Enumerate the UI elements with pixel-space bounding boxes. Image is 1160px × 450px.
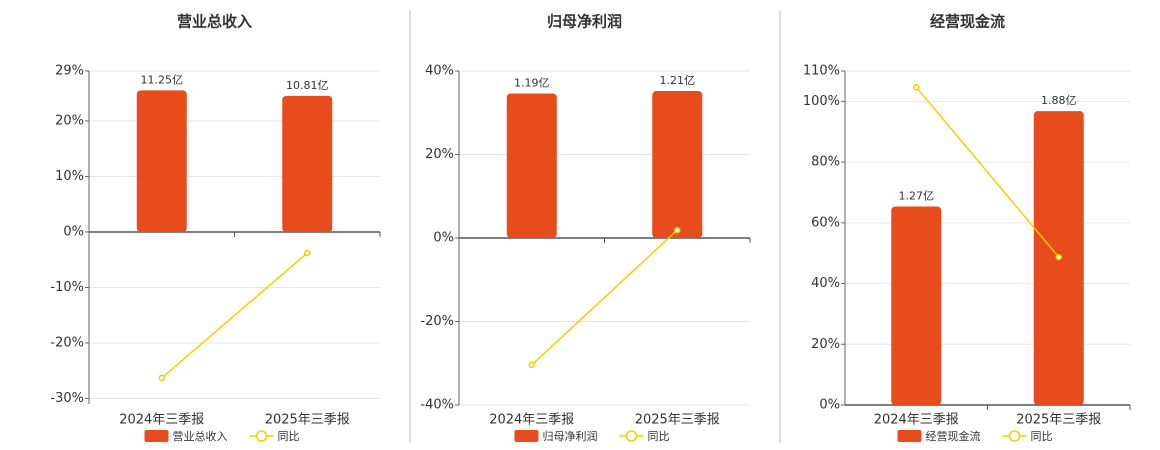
value-label: 10.81亿 — [286, 79, 329, 92]
y-tick-label: 110% — [803, 64, 840, 79]
y-tick-label: -40% — [420, 398, 454, 413]
legend-marker — [1008, 430, 1021, 442]
x-tick-label: 2024年三季报 — [489, 413, 574, 428]
legend-label: 归母净利润 — [543, 429, 598, 443]
legend-label: 同比 — [648, 430, 670, 443]
yoy-line — [915, 86, 1060, 258]
y-tick-label: 0% — [63, 224, 84, 239]
y-tick-label: 20% — [55, 113, 84, 128]
bar — [652, 91, 703, 238]
bar — [136, 90, 187, 232]
bar — [891, 206, 942, 405]
x-tick-label: 2025年三季报 — [635, 413, 720, 428]
value-label: 1.19亿 — [514, 76, 550, 89]
y-tick-label: 29% — [55, 64, 84, 79]
legend-swatch — [514, 430, 539, 442]
bar — [282, 95, 333, 232]
y-tick-label: 0% — [433, 231, 454, 246]
y-tick-label: -20% — [420, 314, 454, 329]
value-label: 1.27亿 — [899, 189, 935, 202]
y-tick-label: 40% — [425, 64, 454, 79]
yoy-point — [304, 249, 311, 257]
yoy-point — [528, 361, 535, 369]
y-tick-label: 20% — [425, 147, 454, 162]
y-tick-label: 10% — [55, 169, 84, 184]
y-tick-label: 20% — [811, 337, 840, 352]
x-tick-label: 2025年三季报 — [1016, 413, 1101, 428]
yoy-point — [913, 83, 920, 91]
chart-title: 营业总收入 — [177, 13, 252, 31]
y-tick-label: 40% — [811, 276, 840, 291]
yoy-point — [674, 226, 681, 234]
value-label: 1.21亿 — [660, 74, 696, 87]
legend-marker — [625, 430, 638, 442]
value-label: 1.88亿 — [1041, 94, 1077, 107]
legend-label: 同比 — [278, 430, 300, 443]
yoy-line — [161, 252, 308, 379]
chart-title: 归母净利润 — [547, 13, 622, 31]
y-tick-label: -10% — [50, 280, 84, 295]
yoy-line — [531, 229, 678, 366]
legend-swatch — [897, 430, 922, 442]
legend-label: 同比 — [1031, 430, 1053, 443]
y-tick-label: 80% — [811, 155, 840, 170]
y-tick-label: -20% — [50, 335, 84, 350]
legend-label: 经营现金流 — [926, 429, 981, 443]
value-label: 11.25亿 — [141, 73, 184, 86]
y-tick-label: 0% — [819, 398, 840, 413]
yoy-point — [1055, 253, 1062, 261]
x-tick-label: 2025年三季报 — [265, 413, 350, 428]
legend-label: 营业总收入 — [173, 429, 228, 443]
x-tick-label: 2024年三季报 — [874, 413, 959, 428]
y-tick-label: 60% — [811, 215, 840, 230]
x-tick-label: 2024年三季报 — [119, 413, 204, 428]
chart-title: 经营现金流 — [930, 13, 1005, 31]
y-tick-label: -30% — [50, 391, 84, 406]
y-tick-label: 100% — [803, 94, 840, 109]
legend-marker — [255, 430, 268, 442]
legend-swatch — [144, 430, 169, 442]
bar — [506, 93, 557, 239]
yoy-point — [158, 374, 165, 382]
